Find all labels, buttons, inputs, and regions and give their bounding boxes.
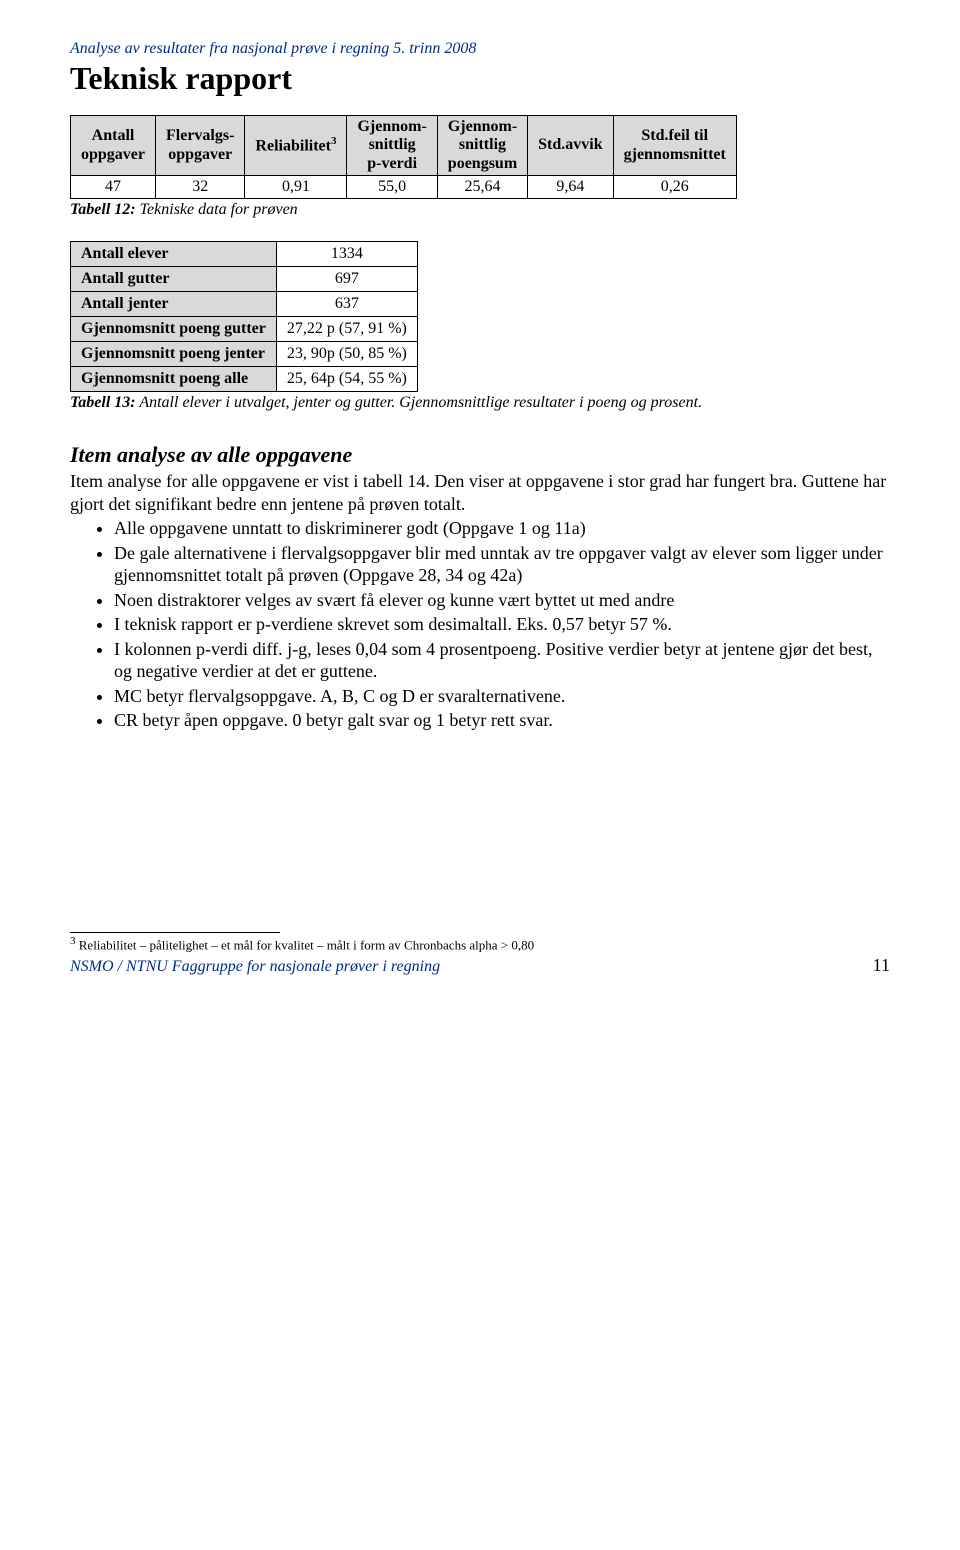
cell-antall-oppgaver: 47 <box>71 176 156 199</box>
reliabilitet-footnote-mark: 3 <box>331 135 337 147</box>
table-13-row: Gjennomsnitt poeng alle 25, 64p (54, 55 … <box>71 367 418 392</box>
table-12-caption: Tabell 12: Tekniske data for prøven <box>70 201 890 219</box>
page: Analyse av resultater fra nasjonal prøve… <box>0 0 960 1006</box>
col-reliabilitet: Reliabilitet3 <box>245 116 347 176</box>
page-number: 11 <box>873 955 890 976</box>
table-13-caption-text: Antall elever i utvalget, jenter og gutt… <box>136 394 702 411</box>
bullet-item: Noen distraktorer velges av svært få ele… <box>114 589 890 612</box>
table-13-caption-bold: Tabell 13: <box>70 394 136 411</box>
footnote-text: Reliabilitet – pålitelighet – et mål for… <box>76 937 535 952</box>
bullet-item: CR betyr åpen oppgave. 0 betyr galt svar… <box>114 709 890 732</box>
t13-value: 637 <box>276 292 417 317</box>
bullet-item: I teknisk rapport er p-verdiene skrevet … <box>114 613 890 636</box>
t13-label: Gjennomsnitt poeng jenter <box>71 342 277 367</box>
col-gjennomsnittlig-p-verdi: Gjennom-snittligp-verdi <box>347 116 437 176</box>
col-flervalgs-oppgaver: Flervalgs-oppgaver <box>156 116 245 176</box>
page-title: Teknisk rapport <box>70 60 890 97</box>
col-std-avvik: Std.avvik <box>528 116 613 176</box>
table-13-row: Gjennomsnitt poeng jenter 23, 90p (50, 8… <box>71 342 418 367</box>
page-footer: NSMO / NTNU Faggruppe for nasjonale prøv… <box>70 955 890 976</box>
footer-org-text: NSMO / NTNU Faggruppe for nasjonale prøv… <box>70 958 440 976</box>
cell-reliabilitet: 0,91 <box>245 176 347 199</box>
section-intro-paragraph: Item analyse for alle oppgavene er vist … <box>70 470 890 515</box>
table-12-caption-text: Tekniske data for prøven <box>136 201 298 218</box>
t13-value: 25, 64p (54, 55 %) <box>276 367 417 392</box>
footnote-rule <box>70 932 280 933</box>
t13-value: 1334 <box>276 242 417 267</box>
table-13-row: Antall gutter 697 <box>71 267 418 292</box>
bullet-item: MC betyr flervalgsoppgave. A, B, C og D … <box>114 685 890 708</box>
t13-value: 23, 90p (50, 85 %) <box>276 342 417 367</box>
footnote: 3 Reliabilitet – pålitelighet – et mål f… <box>70 935 890 953</box>
bullet-item: De gale alternativene i flervalgsoppgave… <box>114 542 890 587</box>
cell-std-avvik: 9,64 <box>528 176 613 199</box>
table-13: Antall elever 1334 Antall gutter 697 Ant… <box>70 241 418 392</box>
running-header: Analyse av resultater fra nasjonal prøve… <box>70 40 890 58</box>
t13-value: 27,22 p (57, 91 %) <box>276 317 417 342</box>
table-13-row: Antall elever 1334 <box>71 242 418 267</box>
t13-value: 697 <box>276 267 417 292</box>
col-antall-oppgaver: Antalloppgaver <box>71 116 156 176</box>
t13-label: Gjennomsnitt poeng gutter <box>71 317 277 342</box>
t13-label: Antall elever <box>71 242 277 267</box>
bullet-item: Alle oppgavene unntatt to diskriminerer … <box>114 517 890 540</box>
section-heading: Item analyse av alle oppgavene <box>70 442 890 468</box>
bullet-item: I kolonnen p-verdi diff. j-g, leses 0,04… <box>114 638 890 683</box>
cell-p-verdi: 55,0 <box>347 176 437 199</box>
col-std-feil: Std.feil tilgjennomsnittet <box>613 116 736 176</box>
table-12: Antalloppgaver Flervalgs-oppgaver Reliab… <box>70 115 737 199</box>
cell-flervalgs-oppgaver: 32 <box>156 176 245 199</box>
table-12-data-row: 47 32 0,91 55,0 25,64 9,64 0,26 <box>71 176 737 199</box>
t13-label: Antall gutter <box>71 267 277 292</box>
bullet-list: Alle oppgavene unntatt to diskriminerer … <box>70 517 890 732</box>
table-13-caption: Tabell 13: Antall elever i utvalget, jen… <box>70 394 890 412</box>
col-gjennomsnittlig-poengsum: Gjennom-snittligpoengsum <box>437 116 527 176</box>
cell-std-feil: 0,26 <box>613 176 736 199</box>
t13-label: Antall jenter <box>71 292 277 317</box>
cell-poengsum: 25,64 <box>437 176 527 199</box>
table-12-header-row: Antalloppgaver Flervalgs-oppgaver Reliab… <box>71 116 737 176</box>
table-13-row: Gjennomsnitt poeng gutter 27,22 p (57, 9… <box>71 317 418 342</box>
table-13-row: Antall jenter 637 <box>71 292 418 317</box>
table-12-caption-bold: Tabell 12: <box>70 201 136 218</box>
t13-label: Gjennomsnitt poeng alle <box>71 367 277 392</box>
